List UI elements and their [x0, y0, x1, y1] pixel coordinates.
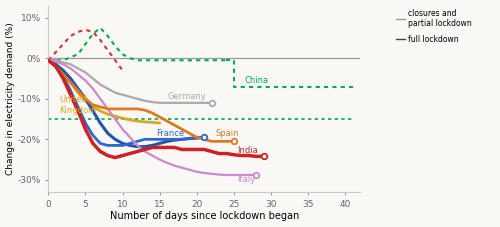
- Text: Italy: Italy: [238, 175, 256, 184]
- Text: Spain: Spain: [216, 129, 239, 138]
- Text: China: China: [245, 76, 269, 85]
- Y-axis label: Change in electricity demand (%): Change in electricity demand (%): [6, 22, 15, 175]
- X-axis label: Number of days since lockdown began: Number of days since lockdown began: [110, 211, 299, 222]
- Text: United
Kingdom: United Kingdom: [60, 95, 96, 115]
- Text: Germany: Germany: [167, 92, 206, 101]
- Text: India: India: [238, 146, 258, 155]
- Legend: closures and
partial lockdown, full lockdown: closures and partial lockdown, full lock…: [392, 6, 474, 47]
- Text: France: France: [156, 129, 184, 138]
